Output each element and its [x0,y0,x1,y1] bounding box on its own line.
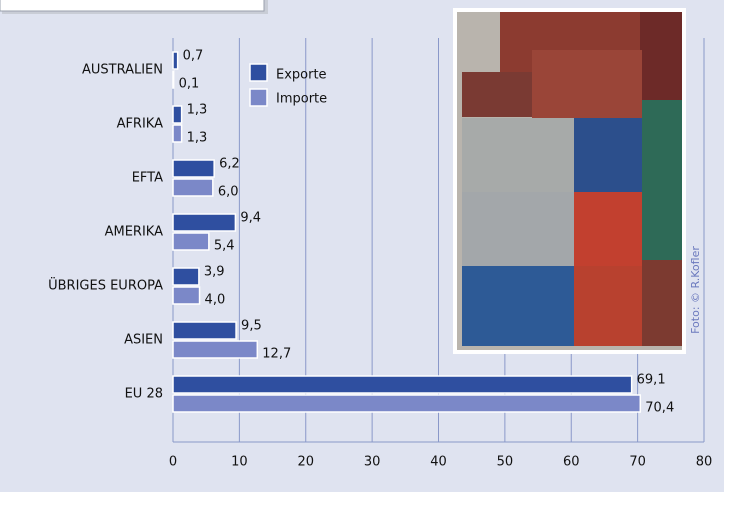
y-tick-label: EU 28 [125,387,163,402]
legend-label: Exporte [276,68,327,83]
container [574,266,642,346]
x-tick-label: 70 [629,455,646,470]
y-tick-label: ÜBRIGES EUROPA [48,277,163,294]
value-label: 12,7 [262,347,291,362]
bar [172,70,175,89]
x-tick-label: 40 [430,455,447,470]
container [642,260,682,346]
container [462,72,532,117]
value-label: 0,1 [179,77,200,92]
bar [172,213,237,232]
y-tick-label: AFRIKA [117,117,164,132]
bar [172,375,633,394]
container [642,100,682,260]
x-tick-label: 60 [563,455,580,470]
photo-credit: Foto: © R.Kofler [689,246,702,334]
y-tick-label: AMERIKA [105,225,163,240]
legend-swatch [249,63,268,82]
bar [172,232,210,251]
bar [172,394,642,413]
container [462,118,574,192]
value-label: 4,0 [205,293,226,308]
bar [172,321,237,340]
x-tick-label: 20 [297,455,314,470]
bar [172,124,183,143]
photo [453,8,686,354]
bar [172,159,215,178]
value-label: 5,4 [214,239,235,254]
bar [172,51,179,70]
x-tick-label: 10 [231,455,248,470]
bar [172,286,201,305]
bar [172,178,214,197]
container [462,266,574,346]
container [574,192,642,266]
value-label: 70,4 [645,401,674,416]
container [462,192,574,266]
bar [172,340,259,359]
value-label: 3,9 [204,265,225,280]
x-tick-label: 50 [497,455,514,470]
bar [172,267,200,286]
legend-label: Importe [276,92,327,107]
y-tick-label: ASIEN [124,333,163,348]
container [532,50,642,118]
value-label: 6,2 [219,157,240,172]
container [574,118,642,192]
value-label: 1,3 [187,131,208,146]
value-label: 9,4 [240,211,261,226]
y-tick-label: AUSTRALIEN [82,63,163,78]
value-label: 0,7 [183,49,204,64]
value-label: 69,1 [637,373,666,388]
x-tick-label: 80 [696,455,713,470]
value-label: 6,0 [218,185,239,200]
x-tick-label: 30 [364,455,381,470]
header-box [0,0,265,12]
value-label: 1,3 [187,103,208,118]
container [640,12,682,102]
y-tick-label: EFTA [132,171,163,186]
bar [172,105,183,124]
value-label: 9,5 [241,319,262,334]
x-tick-label: 0 [169,455,177,470]
legend-swatch [249,88,268,107]
